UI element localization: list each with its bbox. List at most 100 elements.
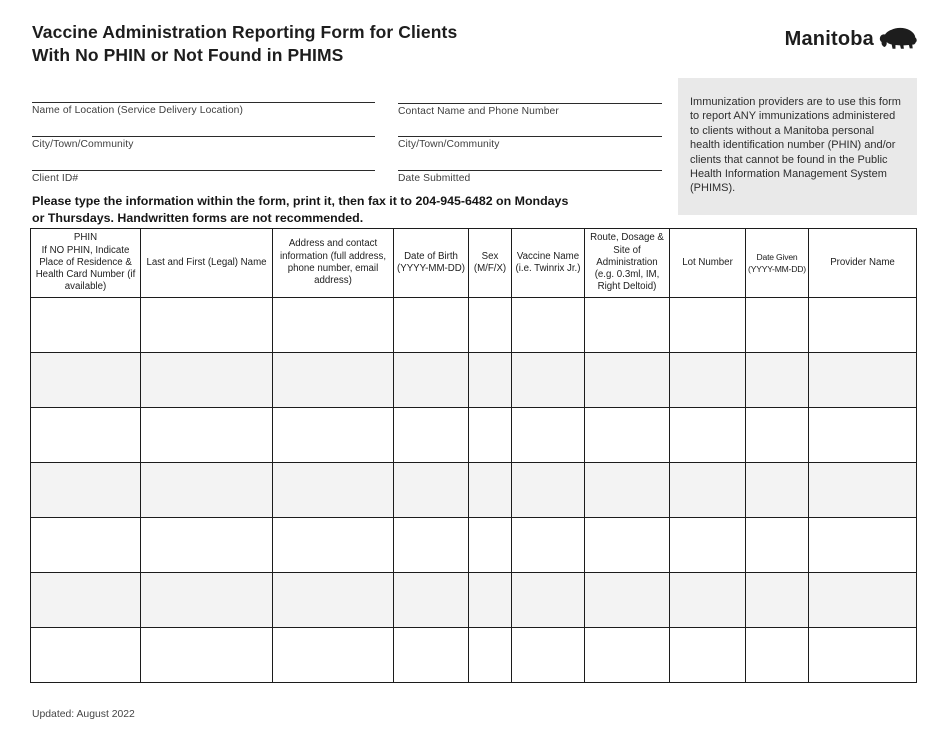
- column-header-provider-name: Provider Name: [808, 228, 917, 298]
- table-cell-date-given[interactable]: [745, 407, 809, 463]
- table-cell-date-given[interactable]: [745, 572, 809, 628]
- table-cell-date-of-birth[interactable]: [393, 352, 469, 408]
- table-cell-phin[interactable]: [30, 352, 141, 408]
- table-cell-legal-name[interactable]: [140, 517, 273, 573]
- table-row: [30, 517, 917, 573]
- table-cell-route-dosage-site[interactable]: [584, 462, 670, 518]
- table-cell-date-given[interactable]: [745, 352, 809, 408]
- table-cell-phin[interactable]: [30, 407, 141, 463]
- table-cell-legal-name[interactable]: [140, 407, 273, 463]
- table-cell-legal-name[interactable]: [140, 352, 273, 408]
- table-cell-lot-number[interactable]: [669, 572, 746, 628]
- table-cell-provider-name[interactable]: [808, 627, 917, 683]
- fax-instructions-line1: Please type the information within the f…: [32, 194, 569, 208]
- table-cell-sex[interactable]: [468, 572, 512, 628]
- table-cell-sex[interactable]: [468, 517, 512, 573]
- page-title: Vaccine Administration Reporting Form fo…: [32, 21, 457, 67]
- table-cell-route-dosage-site[interactable]: [584, 627, 670, 683]
- column-header-date-of-birth: Date of Birth (YYYY-MM-DD): [393, 228, 469, 298]
- table-cell-lot-number[interactable]: [669, 517, 746, 573]
- column-header-lot-number: Lot Number: [669, 228, 746, 298]
- field-label: City/Town/Community: [32, 139, 134, 150]
- table-cell-address-contact[interactable]: [272, 572, 394, 628]
- table-cell-phin[interactable]: [30, 572, 141, 628]
- table-cell-provider-name[interactable]: [808, 297, 917, 353]
- table-cell-route-dosage-site[interactable]: [584, 572, 670, 628]
- table-cell-lot-number[interactable]: [669, 407, 746, 463]
- table-cell-route-dosage-site[interactable]: [584, 517, 670, 573]
- column-header-sex: Sex (M/F/X): [468, 228, 512, 298]
- table-cell-date-of-birth[interactable]: [393, 572, 469, 628]
- table-row: [30, 352, 917, 408]
- table-cell-provider-name[interactable]: [808, 517, 917, 573]
- field-contact-name-phone[interactable]: Contact Name and Phone Number: [398, 103, 662, 117]
- table-cell-sex[interactable]: [468, 407, 512, 463]
- column-header-route-dosage-site: Route, Dosage & Site of Administration (…: [584, 228, 670, 298]
- table-cell-legal-name[interactable]: [140, 572, 273, 628]
- table-cell-vaccine-name[interactable]: [511, 407, 585, 463]
- table-cell-lot-number[interactable]: [669, 297, 746, 353]
- field-client-id[interactable]: Client ID#: [32, 170, 375, 184]
- table-cell-address-contact[interactable]: [272, 462, 394, 518]
- page-title-line2: With No PHIN or Not Found in PHIMS: [32, 45, 344, 65]
- table-cell-phin[interactable]: [30, 517, 141, 573]
- table-cell-vaccine-name[interactable]: [511, 627, 585, 683]
- fax-instructions: Please type the information within the f…: [32, 193, 568, 226]
- table-cell-address-contact[interactable]: [272, 297, 394, 353]
- table-cell-provider-name[interactable]: [808, 407, 917, 463]
- table-cell-address-contact[interactable]: [272, 352, 394, 408]
- table-cell-date-of-birth[interactable]: [393, 517, 469, 573]
- table-cell-address-contact[interactable]: [272, 517, 394, 573]
- table-cell-lot-number[interactable]: [669, 627, 746, 683]
- column-header-legal-name: Last and First (Legal) Name: [140, 228, 273, 298]
- table-cell-date-given[interactable]: [745, 517, 809, 573]
- table-cell-phin[interactable]: [30, 627, 141, 683]
- field-date-submitted[interactable]: Date Submitted: [398, 170, 662, 184]
- field-city-town-community-right[interactable]: City/Town/Community: [398, 136, 662, 150]
- table-cell-lot-number[interactable]: [669, 352, 746, 408]
- table-cell-address-contact[interactable]: [272, 627, 394, 683]
- table-cell-lot-number[interactable]: [669, 462, 746, 518]
- column-header-vaccine-name: Vaccine Name (i.e. Twinrix Jr.): [511, 228, 585, 298]
- table-cell-provider-name[interactable]: [808, 462, 917, 518]
- manitoba-logo-text: Manitoba: [784, 28, 874, 50]
- table-cell-sex[interactable]: [468, 297, 512, 353]
- table-cell-legal-name[interactable]: [140, 462, 273, 518]
- table-cell-address-contact[interactable]: [272, 407, 394, 463]
- table-cell-phin[interactable]: [30, 297, 141, 353]
- table-cell-vaccine-name[interactable]: [511, 572, 585, 628]
- table-cell-vaccine-name[interactable]: [511, 462, 585, 518]
- table-cell-provider-name[interactable]: [808, 352, 917, 408]
- field-label: Name of Location (Service Delivery Locat…: [32, 105, 244, 116]
- table-cell-sex[interactable]: [468, 462, 512, 518]
- table-cell-route-dosage-site[interactable]: [584, 407, 670, 463]
- field-label: City/Town/Community: [398, 139, 500, 150]
- table-cell-sex[interactable]: [468, 627, 512, 683]
- table-cell-date-given[interactable]: [745, 297, 809, 353]
- table-row: [30, 462, 917, 518]
- field-name-of-location[interactable]: Name of Location (Service Delivery Locat…: [32, 102, 375, 116]
- table-cell-phin[interactable]: [30, 462, 141, 518]
- table-cell-legal-name[interactable]: [140, 627, 273, 683]
- table-row: [30, 627, 917, 683]
- table-cell-sex[interactable]: [468, 352, 512, 408]
- table-cell-route-dosage-site[interactable]: [584, 297, 670, 353]
- table-cell-route-dosage-site[interactable]: [584, 352, 670, 408]
- manitoba-logo: Manitoba: [785, 26, 919, 53]
- table-cell-date-given[interactable]: [745, 627, 809, 683]
- table-cell-vaccine-name[interactable]: [511, 297, 585, 353]
- table-cell-date-of-birth[interactable]: [393, 627, 469, 683]
- table-cell-date-of-birth[interactable]: [393, 462, 469, 518]
- table-cell-date-of-birth[interactable]: [393, 297, 469, 353]
- column-header-phin: PHIN If NO PHIN, Indicate Place of Resid…: [30, 228, 141, 298]
- table-row: [30, 572, 917, 628]
- table-cell-vaccine-name[interactable]: [511, 352, 585, 408]
- page-title-line1: Vaccine Administration Reporting Form fo…: [32, 22, 458, 42]
- table-cell-legal-name[interactable]: [140, 297, 273, 353]
- table-cell-date-given[interactable]: [745, 462, 809, 518]
- updated-date: Updated: August 2022: [32, 709, 135, 720]
- table-cell-date-of-birth[interactable]: [393, 407, 469, 463]
- table-cell-provider-name[interactable]: [808, 572, 917, 628]
- field-city-town-community-left[interactable]: City/Town/Community: [32, 136, 375, 150]
- table-cell-vaccine-name[interactable]: [511, 517, 585, 573]
